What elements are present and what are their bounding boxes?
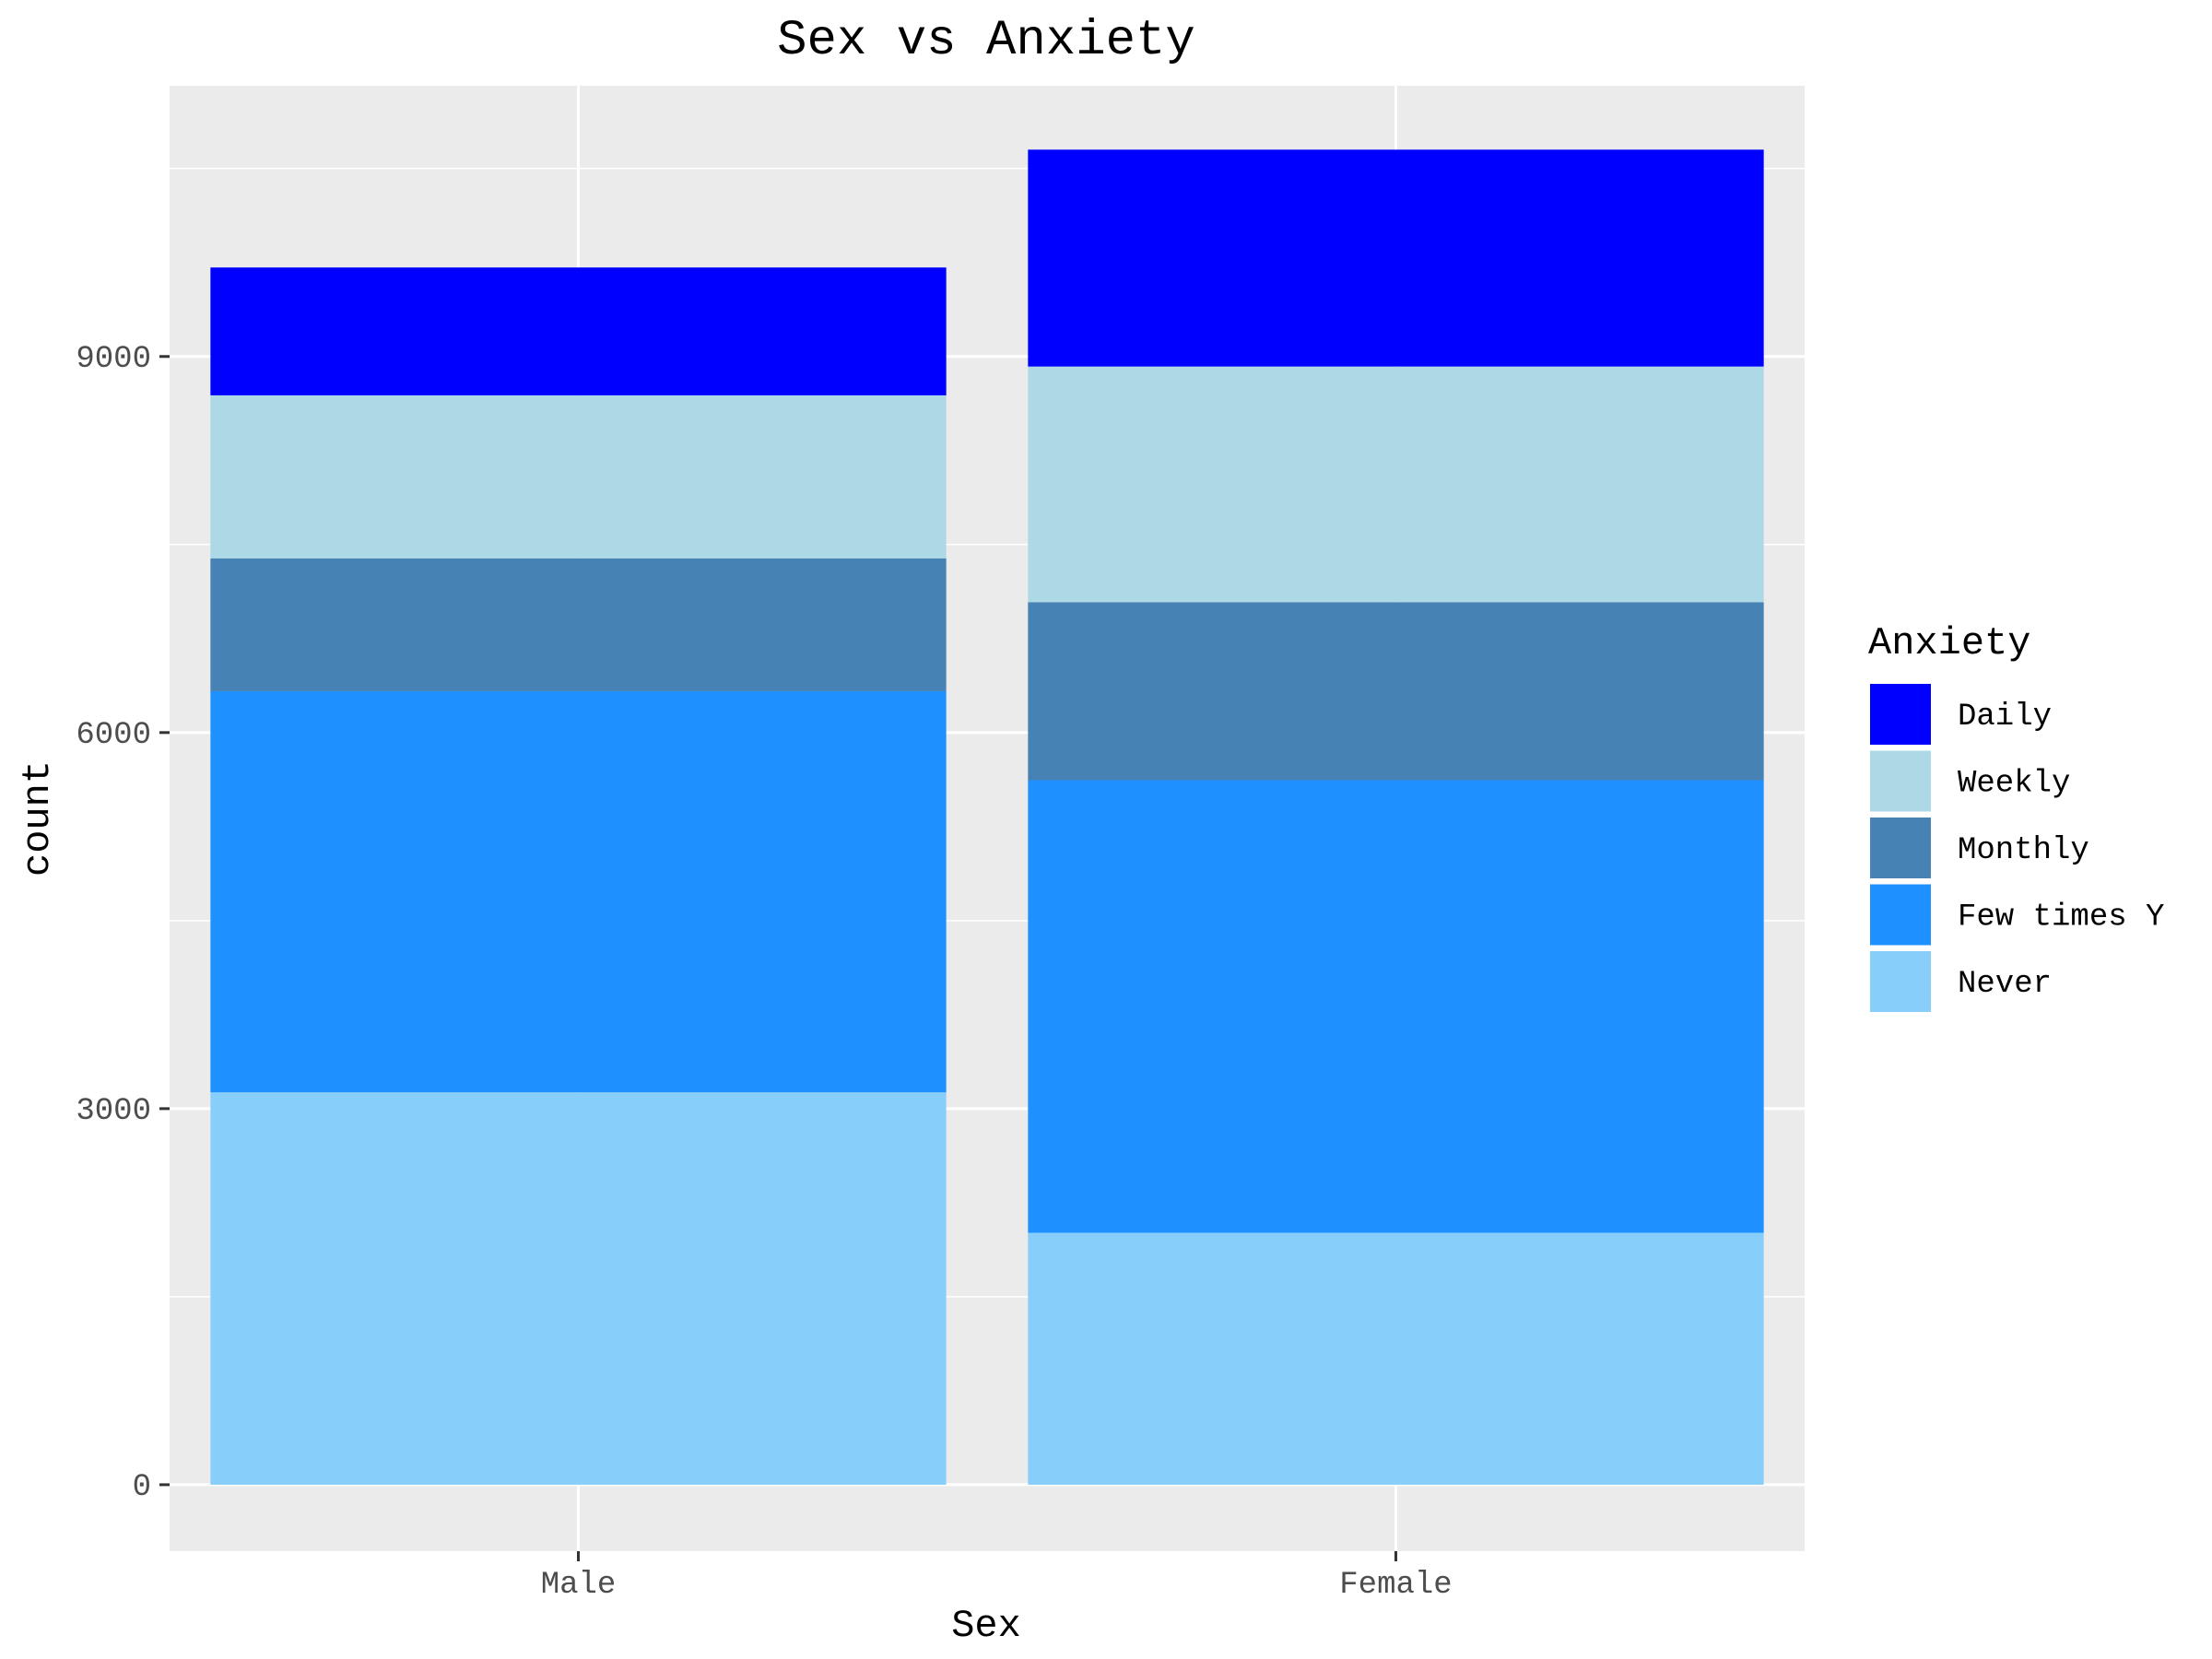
legend-key [1868, 816, 1933, 880]
bars [210, 149, 1764, 1485]
y-axis: 0 3000 6000 9000 [76, 342, 170, 1505]
legend-label: Weekly [1958, 767, 2070, 802]
legend-key [1868, 949, 1933, 1014]
legend-key [1868, 682, 1933, 747]
bar-segment [210, 1092, 947, 1485]
bar-segment [1028, 602, 1764, 781]
bar-segment [210, 558, 947, 691]
y-tick-label: 6000 [76, 718, 151, 753]
y-tick-label: 9000 [76, 342, 151, 377]
legend: Anxiety Daily Weekly Monthly Few times Y Nev… [1868, 621, 2164, 1014]
x-axis: Male Female [541, 1551, 1453, 1603]
y-tick-label: 3000 [76, 1094, 151, 1129]
legend-label: Never [1958, 967, 2052, 1002]
chart-title: Sex vs Anxiety [777, 13, 1195, 69]
x-axis-title: Sex [951, 1604, 1021, 1648]
bar-segment [210, 394, 947, 559]
legend-label: Daily [1958, 700, 2052, 735]
x-tick-label: Male [541, 1568, 617, 1603]
legend-key [1868, 748, 1933, 814]
x-tick-label: Female [1339, 1568, 1452, 1603]
bar-segment [210, 690, 947, 1093]
bar-segment [1028, 366, 1764, 603]
bar-segment [210, 267, 947, 395]
legend-label: Monthly [1958, 833, 2089, 868]
legend-title: Anxiety [1868, 621, 2030, 665]
bar-segment [1028, 1232, 1764, 1485]
legend-label: Few times Y [1958, 900, 2164, 935]
legend-key [1868, 882, 1933, 947]
y-tick-label: 0 [133, 1470, 151, 1505]
y-axis-title: count [16, 760, 60, 877]
bar-segment [1028, 780, 1764, 1233]
bar-segment [1028, 149, 1764, 367]
